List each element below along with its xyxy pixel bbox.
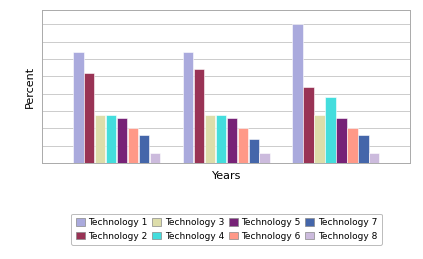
- Bar: [292, 24, 303, 163]
- Bar: [216, 114, 226, 163]
- Bar: [139, 135, 149, 163]
- Bar: [117, 118, 127, 163]
- Bar: [205, 114, 215, 163]
- Bar: [84, 73, 94, 163]
- Bar: [183, 52, 193, 163]
- Bar: [259, 153, 270, 163]
- Bar: [303, 87, 314, 163]
- Bar: [314, 114, 325, 163]
- X-axis label: Years: Years: [212, 171, 241, 181]
- Bar: [336, 118, 346, 163]
- Legend: Technology 1, Technology 2, Technology 3, Technology 4, Technology 5, Technology: Technology 1, Technology 2, Technology 3…: [71, 213, 382, 245]
- Bar: [347, 128, 357, 163]
- Bar: [73, 52, 83, 163]
- Bar: [150, 153, 160, 163]
- Bar: [227, 118, 237, 163]
- Bar: [238, 128, 248, 163]
- Bar: [325, 97, 336, 163]
- Bar: [248, 139, 259, 163]
- Bar: [95, 114, 105, 163]
- Bar: [194, 69, 204, 163]
- Y-axis label: Percent: Percent: [25, 66, 35, 108]
- Bar: [128, 128, 138, 163]
- Bar: [369, 153, 379, 163]
- Bar: [106, 114, 116, 163]
- Bar: [358, 135, 368, 163]
